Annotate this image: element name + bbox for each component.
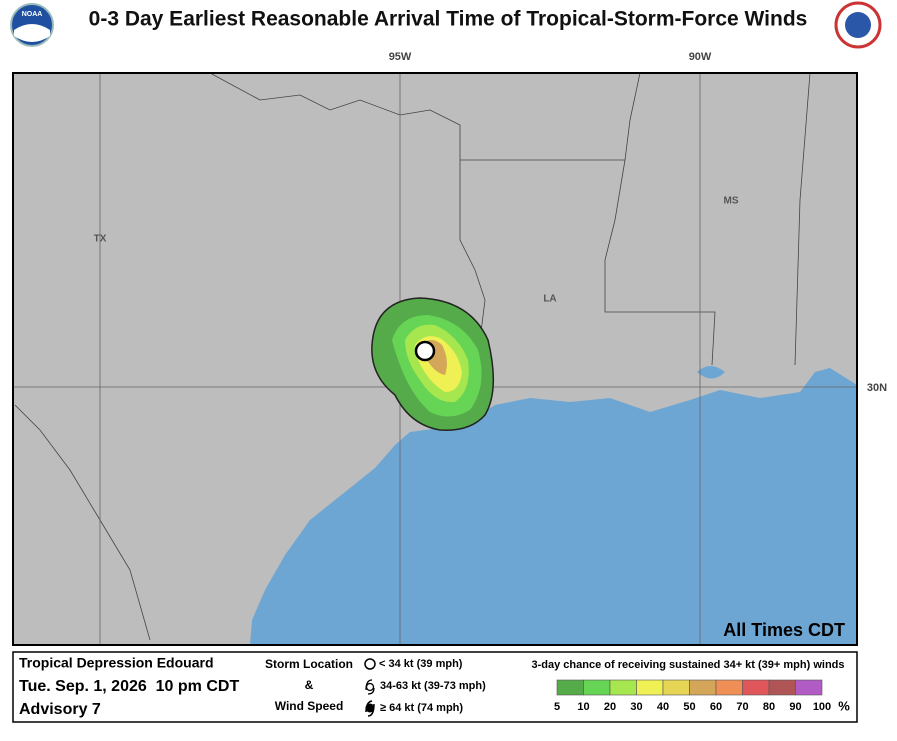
scale-unit: % (838, 698, 850, 713)
state-borders (14, 72, 811, 641)
probability-scale: 5 10 20 30 40 50 60 70 80 90 100% (554, 679, 850, 713)
storm-name: Tropical Depression Edouard (19, 655, 214, 671)
location-title: Storm Location (265, 657, 353, 671)
ar-border (460, 72, 641, 161)
state-label: MS (724, 196, 739, 207)
scale-swatch (662, 679, 690, 696)
probability-title: 3-day chance of receiving sustained 34+ … (532, 659, 845, 671)
scale-swatch (795, 679, 823, 696)
storm-location (414, 340, 436, 362)
symbol-ts-center (365, 682, 375, 692)
scale-label: 5 (554, 701, 560, 713)
scale-swatch (715, 679, 743, 696)
scale-label: 30 (630, 701, 642, 713)
lat-label: 30N (867, 382, 887, 394)
symbol-ts (365, 679, 375, 695)
symbol-hurricane-arms (365, 700, 375, 717)
scale-swatch (742, 679, 770, 696)
symbol-hurricane (365, 703, 375, 713)
scale-label: 40 (657, 701, 669, 713)
scale-label: 70 (736, 701, 748, 713)
mexico-border (14, 404, 151, 641)
scale-swatch (583, 679, 611, 696)
scale-label: 10 (577, 701, 589, 713)
nws-logo-center (845, 12, 871, 38)
title: 0-3 Day Earliest Reasonable Arrival Time… (89, 8, 808, 31)
scale-label: 50 (683, 701, 695, 713)
scale-swatch (556, 679, 584, 696)
state-label: LA (543, 294, 556, 305)
scale-swatch (609, 679, 637, 696)
advisory-number: Advisory 7 (19, 701, 101, 718)
scale-label: 60 (710, 701, 722, 713)
map-frame (12, 72, 858, 646)
lon-label: 90W (689, 51, 712, 63)
tx-border (209, 72, 491, 381)
scale-label: 100 (813, 701, 831, 713)
location-item: < 34 kt (39 mph) (379, 658, 463, 670)
scale-swatch (768, 679, 796, 696)
location-title: & (305, 678, 314, 692)
lake (697, 366, 725, 379)
scale-label: 80 (763, 701, 775, 713)
la-ms-border (604, 159, 716, 366)
location-item: ≥ 64 kt (74 mph) (380, 702, 463, 714)
state-label: TX (94, 234, 107, 245)
advisory-time: Tue. Sep. 1, 2026 10 pm CDT (19, 678, 239, 695)
lon-label: 95W (389, 51, 412, 63)
location-item: 34-63 kt (39-73 mph) (380, 680, 486, 692)
gulf (250, 368, 857, 645)
location-title: Wind Speed (275, 699, 344, 713)
scale-label: 90 (789, 701, 801, 713)
noaa-logo-text: NOAA (22, 11, 43, 18)
ms-al-border (794, 72, 811, 366)
noaa-logo-bird (14, 24, 50, 42)
scale-swatch (636, 679, 664, 696)
symbol-weak (364, 658, 376, 670)
scale-swatch (689, 679, 717, 696)
scale-label: 20 (604, 701, 616, 713)
time-note: All Times CDT (723, 620, 845, 640)
